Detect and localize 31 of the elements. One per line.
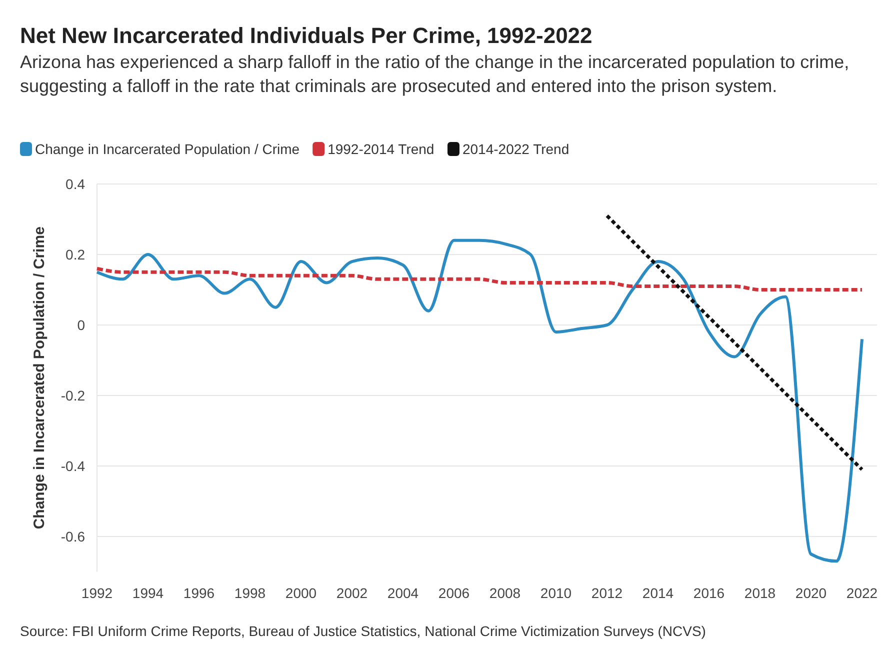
x-tick-label: 1992 [81,584,113,601]
legend-label: 1992-2014 Trend [328,141,434,157]
x-tick-label: 1998 [234,584,266,601]
x-tick-label: 2006 [438,584,470,601]
y-tick-label: -0.6 [60,528,86,544]
x-tick-label: 2008 [489,584,521,601]
line-series [95,266,864,292]
x-tick-label: 2000 [285,584,317,601]
line-series [96,238,864,563]
x-tick-label: 2012 [591,584,623,601]
x-tick-label: 2020 [795,584,827,601]
y-tick-label: 0.4 [66,176,86,192]
source-note: Source: FBI Uniform Crime Reports, Bureau of Justice Statistics, National Crime Victimization Surveys (NCVS) [20,623,706,639]
x-tick-label: 2014 [642,584,674,601]
chart-title: Net New Incarcerated Individuals Per Crime, 1992-2022 [20,23,592,48]
y-tick-label: -0.4 [60,458,86,474]
x-tick-label: 1994 [132,584,164,601]
x-tick-label: 2004 [387,584,419,601]
x-tick-label: 2018 [744,584,776,601]
x-tick-label: 2016 [693,584,725,601]
x-tick-label: 1996 [183,584,215,601]
y-tick-label: 0 [77,317,86,333]
legend-label: Change in Incarcerated Population / Crime [35,141,300,157]
x-tick-label: 2022 [846,584,878,601]
legend-label: 2014-2022 Trend [462,141,570,157]
x-tick-label: 2010 [540,584,572,601]
x-tick-label: 2002 [336,584,368,601]
y-tick-label: -0.2 [60,388,86,404]
y-axis-title: Change in Incarcerated Population / Crime [31,226,48,530]
chart-subtitle: Arizona has experienced a sharp falloff in the ratio of the change in the incarcerated population to crime, suggesting a falloff in the rate that criminals are prosecuted and entered into the prison system. [20,52,850,96]
y-tick-label: 0.2 [66,246,86,262]
